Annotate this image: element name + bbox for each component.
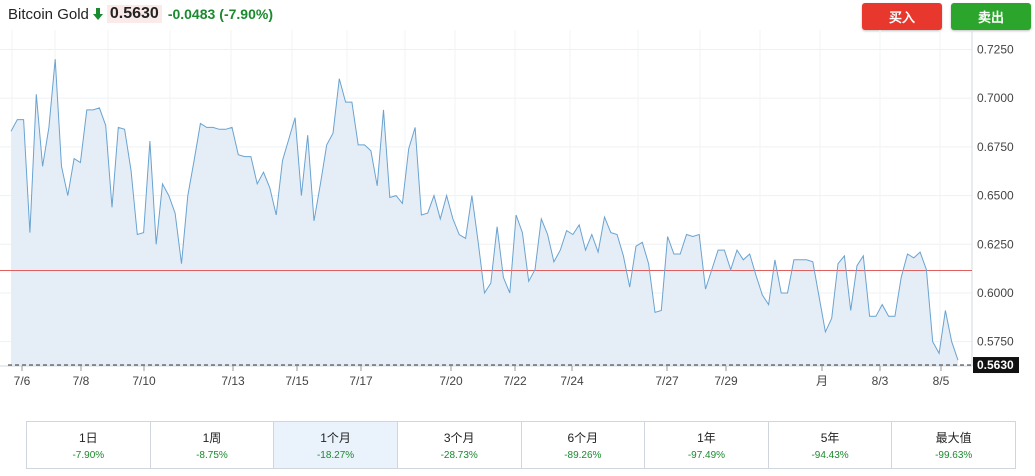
x-tick-label: 8/3 <box>872 374 889 388</box>
x-tick-label: 7/6 <box>14 374 31 388</box>
price-change: -0.0483 <box>167 6 216 22</box>
period-tab-label: 3个月 <box>443 431 475 445</box>
period-tab-change: -99.63% <box>935 450 973 461</box>
period-tab-label: 1周 <box>202 431 222 445</box>
y-tick-label: 0.7000 <box>977 91 1014 105</box>
sell-button[interactable]: 卖出 <box>951 3 1031 30</box>
period-tab-change: -97.49% <box>687 450 726 461</box>
period-tab-change: -7.90% <box>72 450 105 461</box>
x-axis: 7/6 7/8 7/10 7/13 7/15 7/17 7/20 7/22 7/24 7/27 7/… <box>0 365 972 388</box>
x-tick-label: 7/17 <box>349 374 373 388</box>
period-tab-label: 5年 <box>820 431 840 445</box>
period-tab-change: -18.27% <box>316 450 355 461</box>
period-tab-change: -8.75% <box>196 450 228 461</box>
y-tick-label: 0.7250 <box>977 42 1014 56</box>
period-tab-label: 最大值 <box>935 431 972 445</box>
period-tab[interactable]: 1周 -8.75% <box>151 422 275 468</box>
period-tab[interactable]: 最大值 -99.63% <box>892 422 1015 468</box>
period-tab-change: -89.26% <box>564 450 602 461</box>
x-tick-label: 7/24 <box>560 374 584 388</box>
buy-button[interactable]: 买入 <box>862 3 942 30</box>
period-tab-change: -94.43% <box>811 450 849 461</box>
y-tick-label: 0.6000 <box>977 286 1014 300</box>
period-tab[interactable]: 1年 -97.49% <box>645 422 769 468</box>
x-tick-label: 7/27 <box>655 374 679 388</box>
x-tick-label: 7/15 <box>285 374 309 388</box>
period-tab-label: 1年 <box>697 431 716 445</box>
price-chart[interactable]: 0.7250 0.7000 0.6750 0.6500 0.6250 0.6000 0.57… <box>0 30 1035 390</box>
x-tick-label: 月 <box>816 374 828 388</box>
period-tab[interactable]: 1日 -7.90% <box>27 422 151 468</box>
current-price: 0.5630 <box>106 5 162 23</box>
price-change-percent: (-7.90%) <box>219 6 273 22</box>
y-tick-label: 0.6750 <box>977 140 1014 154</box>
y-tick-label: 0.6250 <box>977 237 1014 251</box>
period-tab-label: 1个月 <box>320 431 351 445</box>
y-tick-label: 0.5750 <box>977 335 1014 349</box>
current-price-tag: 0.5630 <box>973 357 1019 374</box>
period-tabs: 1日 -7.90% 1周 -8.75% 1个月 -18.27% 3个月 -28.73% 6个月 -… <box>26 421 1016 469</box>
period-tab-label: 6个月 <box>567 431 599 445</box>
y-tick-label: 0.6500 <box>977 189 1014 203</box>
x-tick-label: 7/20 <box>439 374 463 388</box>
x-tick-label: 7/29 <box>714 374 738 388</box>
instrument-header: Bitcoin Gold 0.5630 -0.0483 (-7.90%) <box>8 3 273 25</box>
x-tick-label: 7/13 <box>221 374 245 388</box>
current-price-tag-label: 0.5630 <box>977 358 1014 372</box>
period-tab-label: 1日 <box>78 431 98 445</box>
price-area-fill <box>11 59 958 366</box>
period-tab[interactable]: 1个月 -18.27% <box>274 422 398 468</box>
period-tab[interactable]: 6个月 -89.26% <box>522 422 646 468</box>
x-tick-label: 7/22 <box>503 374 527 388</box>
x-tick-label: 7/8 <box>73 374 90 388</box>
period-tab-change: -28.73% <box>440 450 478 461</box>
x-tick-label: 7/10 <box>132 374 156 388</box>
x-tick-label: 8/5 <box>933 374 950 388</box>
instrument-name: Bitcoin Gold <box>8 5 89 23</box>
down-arrow-icon <box>92 8 103 20</box>
period-tab[interactable]: 3个月 -28.73% <box>398 422 522 468</box>
period-tab[interactable]: 5年 -94.43% <box>769 422 893 468</box>
y-axis: 0.7250 0.7000 0.6750 0.6500 0.6250 0.6000 0.57… <box>977 42 1014 348</box>
price-line <box>10 59 959 361</box>
